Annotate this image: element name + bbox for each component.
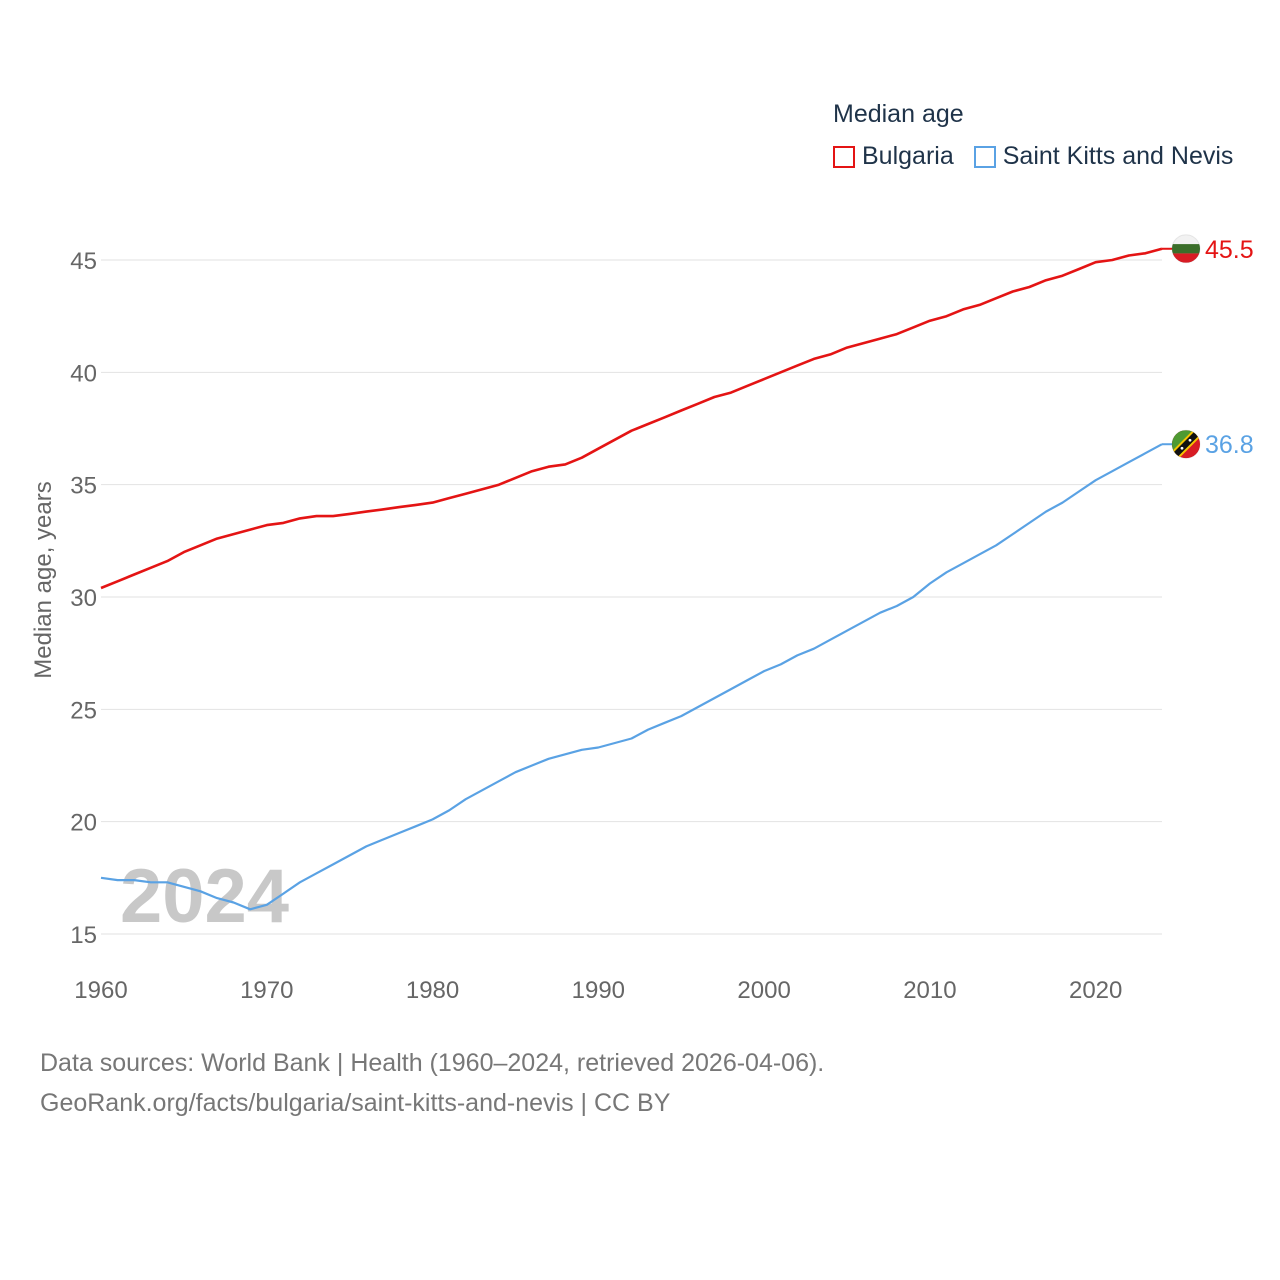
series-end-markers: 45.5 36.8 xyxy=(1162,234,1254,459)
x-tick-label: 1990 xyxy=(572,977,625,1004)
legend: Bulgaria Saint Kitts and Nevis xyxy=(833,142,1253,171)
legend-label-bulgaria: Bulgaria xyxy=(862,142,954,170)
flag-icon-bulgaria xyxy=(1171,234,1201,264)
y-tick-label: 35 xyxy=(70,473,97,500)
legend-item-saint-kitts-and-nevis[interactable]: Saint Kitts and Nevis xyxy=(973,142,1234,171)
source-url[interactable]: GeoRank.org/facts/bulgaria/saint-kitts-a… xyxy=(40,1089,671,1117)
legend-title: Median age xyxy=(833,100,964,128)
year-watermark: 2024 xyxy=(120,854,289,939)
flag-icon-saint-kitts-and-nevis xyxy=(1171,429,1201,459)
x-tick-label: 1970 xyxy=(240,977,293,1004)
data-sources-note: Data sources: World Bank | Health (1960–… xyxy=(40,1049,825,1077)
x-tick-label: 2010 xyxy=(903,977,956,1004)
y-axis-label: Median age, years xyxy=(30,481,57,678)
end-value-label-bulgaria: 45.5 xyxy=(1205,236,1254,264)
y-tick-label: 20 xyxy=(70,810,97,837)
legend-item-bulgaria[interactable]: Bulgaria xyxy=(833,142,954,171)
legend-swatch-bulgaria xyxy=(833,145,855,168)
y-tick-label: 15 xyxy=(70,922,97,949)
y-tick-label: 25 xyxy=(70,697,97,724)
x-tick-label: 2000 xyxy=(737,977,790,1004)
legend-label-saint-kitts-and-nevis: Saint Kitts and Nevis xyxy=(1002,142,1234,170)
gridlines xyxy=(101,259,1162,935)
series-lines xyxy=(100,247,1163,911)
x-tick-label: 2020 xyxy=(1069,977,1122,1004)
y-tick-label: 30 xyxy=(70,585,97,612)
y-tick-label: 40 xyxy=(70,360,97,387)
y-axis-ticks: 15 20 25 30 35 40 45 xyxy=(70,248,97,949)
x-tick-label: 1960 xyxy=(74,977,127,1004)
legend-swatch-saint-kitts-and-nevis xyxy=(973,145,996,168)
y-tick-label: 45 xyxy=(70,248,97,275)
x-tick-label: 1980 xyxy=(406,977,459,1004)
x-axis-ticks: 1960 1970 1980 1990 2000 2010 2020 xyxy=(74,977,1122,1004)
series-line-bulgaria[interactable] xyxy=(100,247,1163,590)
footer: Data sources: World Bank | Health (1960–… xyxy=(40,1043,824,1123)
series-line-saint-kitts-and-nevis[interactable] xyxy=(100,443,1163,911)
end-value-label-saint-kitts-and-nevis: 36.8 xyxy=(1205,431,1254,459)
